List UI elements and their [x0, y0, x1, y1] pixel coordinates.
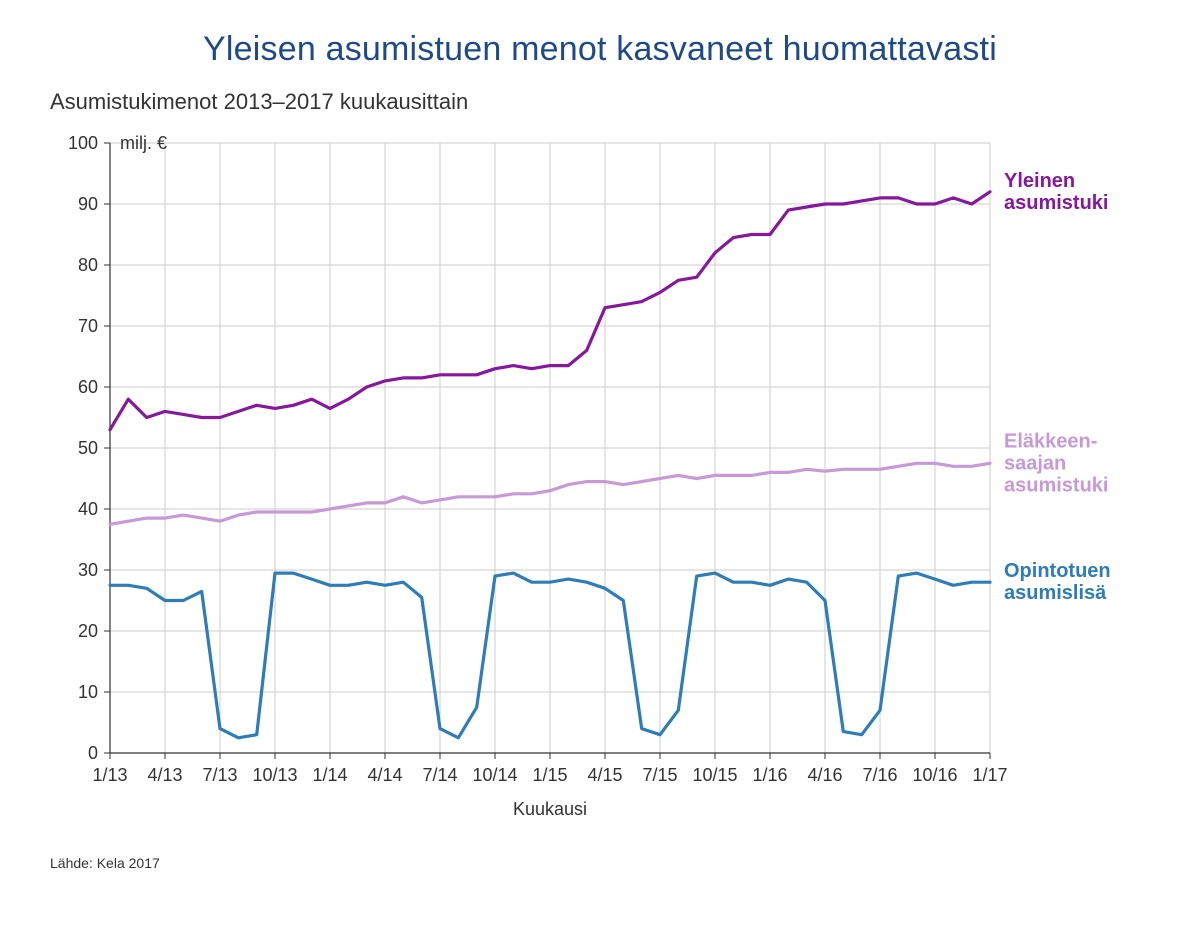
svg-text:40: 40	[78, 499, 98, 519]
svg-text:30: 30	[78, 560, 98, 580]
svg-text:100: 100	[68, 133, 98, 153]
chart-subtitle: Asumistukimenot 2013–2017 kuukausittain	[50, 89, 1170, 115]
svg-text:10/16: 10/16	[912, 765, 957, 785]
legend-label: asumistuki	[1004, 192, 1108, 214]
svg-text:1/17: 1/17	[972, 765, 1007, 785]
svg-text:7/13: 7/13	[202, 765, 237, 785]
svg-text:80: 80	[78, 255, 98, 275]
svg-text:4/14: 4/14	[367, 765, 402, 785]
svg-text:50: 50	[78, 438, 98, 458]
svg-text:4/13: 4/13	[147, 765, 182, 785]
svg-text:1/15: 1/15	[532, 765, 567, 785]
source-text: Lähde: Kela 2017	[50, 855, 1170, 871]
legend-label: saajan	[1004, 452, 1066, 474]
svg-text:4/16: 4/16	[807, 765, 842, 785]
svg-text:7/16: 7/16	[862, 765, 897, 785]
svg-text:60: 60	[78, 377, 98, 397]
svg-text:70: 70	[78, 316, 98, 336]
legend-label: Yleinen	[1004, 170, 1075, 192]
legend-label: asumislisä	[1004, 582, 1107, 604]
svg-text:milj. €: milj. €	[120, 133, 167, 153]
svg-text:1/14: 1/14	[312, 765, 347, 785]
svg-text:7/14: 7/14	[422, 765, 457, 785]
svg-text:10/15: 10/15	[692, 765, 737, 785]
svg-text:4/15: 4/15	[587, 765, 622, 785]
svg-text:10: 10	[78, 682, 98, 702]
legend-label: asumistuki	[1004, 474, 1108, 496]
svg-text:20: 20	[78, 621, 98, 641]
svg-text:Kuukausi: Kuukausi	[513, 799, 587, 819]
svg-text:90: 90	[78, 194, 98, 214]
line-chart: 0 10 20 30 40 50 60 70 80 90 100 milj. € 1/13 4/13 7/1…	[30, 123, 1170, 843]
svg-text:10/14: 10/14	[472, 765, 517, 785]
svg-text:1/13: 1/13	[92, 765, 127, 785]
chart-title: Yleisen asumistuen menot kasvaneet huoma…	[30, 30, 1170, 69]
svg-text:10/13: 10/13	[252, 765, 297, 785]
svg-text:1/16: 1/16	[752, 765, 787, 785]
legend-label: Eläkkeen-	[1004, 430, 1097, 452]
svg-text:0: 0	[88, 743, 98, 763]
legend-label: Opintotuen	[1004, 560, 1111, 582]
svg-text:7/15: 7/15	[642, 765, 677, 785]
